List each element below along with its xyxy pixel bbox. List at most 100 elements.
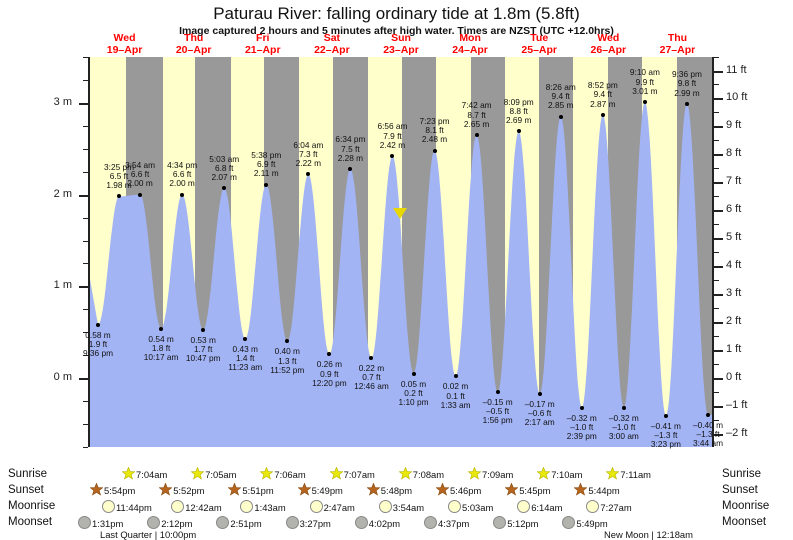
tide-point-meters: –0.17 m xyxy=(524,398,555,409)
tide-point-dot xyxy=(706,412,710,417)
moonset-marker-3: 2:51pm xyxy=(216,516,262,531)
astro-row-label-moonrise-right: Moonrise xyxy=(722,500,770,512)
day-date: 19–Apr xyxy=(106,44,143,56)
sunset-marker-8: 5:44pm xyxy=(573,482,620,498)
tide-point-meters: 2.07 m xyxy=(211,172,237,183)
tide-point-time: 10:47 pm xyxy=(185,352,221,363)
sunrise-marker-2: 7:05am xyxy=(190,466,236,482)
tide-point-labels: 6:56 am 7.9 ft 2.42 m xyxy=(377,122,407,150)
sunrise-marker-1: 7:04am xyxy=(121,466,167,482)
y-tick-right xyxy=(714,98,723,101)
astro-row-label-sunset-right: Sunset xyxy=(722,484,758,496)
sunrise-marker-icon xyxy=(121,466,136,482)
y-tick-left xyxy=(83,332,88,334)
y-tick-right xyxy=(714,224,719,226)
tide-point-time: 3:54 am xyxy=(125,160,156,171)
tide-point-dot xyxy=(411,371,416,376)
sunset-marker-7: 5:45pm xyxy=(504,482,550,498)
astro-row-label-sunrise-left: Sunrise xyxy=(8,468,47,480)
y-label-left: 3 m xyxy=(53,95,72,108)
day-date: 21–Apr xyxy=(244,44,281,56)
y-tick-left xyxy=(83,125,88,127)
tide-point-meters: 0.40 m xyxy=(274,346,300,357)
y-tick-right xyxy=(714,210,723,213)
tide-point-time: 8:52 pm xyxy=(587,80,618,91)
y-tick-left xyxy=(83,263,88,265)
tide-point-dot xyxy=(621,405,626,410)
y-tick-left xyxy=(79,378,88,381)
tide-point-feet: –0.6 ft xyxy=(528,407,552,418)
current-time-marker xyxy=(393,208,407,219)
tide-point-meters: 0.26 m xyxy=(316,359,343,370)
day-weekday: Sun xyxy=(391,32,411,44)
y-tick-left xyxy=(83,240,88,242)
sunset-marker-time: 5:51pm xyxy=(242,485,274,496)
moonset-marker-time: 3:27pm xyxy=(299,518,331,529)
tide-point-meters: 2.42 m xyxy=(379,139,406,150)
tide-point-feet: 1.9 ft xyxy=(88,339,108,350)
tide-point-time: 12:20 pm xyxy=(312,377,347,388)
tide-point-labels: 5:38 pm 6.9 ft 2.11 m xyxy=(251,150,281,179)
moonset-marker-icon xyxy=(354,516,368,531)
sunset-marker-icon xyxy=(89,482,104,498)
tide-point-meters: 2.85 m xyxy=(548,100,574,111)
moonrise-marker-icon xyxy=(378,500,392,515)
y-tick-right xyxy=(714,168,719,170)
y-tick-left xyxy=(83,171,88,173)
y-tick-right xyxy=(714,182,723,185)
y-label-right: 0 ft xyxy=(726,371,742,384)
tide-point-dot xyxy=(306,172,311,177)
sunrise-marker-8: 7:11am xyxy=(605,466,651,482)
astro-row-label-moonrise-left: Moonrise xyxy=(8,500,56,512)
tide-point-labels: 0.54 m 1.8 ft 10:17 am xyxy=(143,334,179,363)
tide-point-feet: 1.8 ft xyxy=(151,342,171,353)
y-tick-right xyxy=(714,378,723,381)
tide-point-dot xyxy=(264,182,269,187)
astro-row-label-sunset-left: Sunset xyxy=(8,484,44,496)
y-tick-left xyxy=(83,401,88,403)
y-tick-right xyxy=(714,126,723,129)
y-tick-right xyxy=(714,266,723,269)
tide-point-dot xyxy=(474,133,479,137)
tide-point-meters: 2.69 m xyxy=(505,115,532,126)
sunset-marker-6: 5:46pm xyxy=(435,482,481,498)
tide-point-time: 2:17 am xyxy=(524,417,555,428)
tide-point-labels: 0.26 m 0.9 ft 12:20 pm xyxy=(312,360,347,388)
tide-point-time: 9:10 am xyxy=(629,67,660,78)
tide-point-labels: 9:36 pm 9.8 ft 2.99 m xyxy=(671,69,702,98)
y-tick-right xyxy=(714,56,719,58)
tide-point-labels: 0.22 m 0.7 ft 12:46 am xyxy=(354,363,389,392)
tide-point-dot xyxy=(222,186,227,191)
tide-point-feet: 9.4 ft xyxy=(593,89,613,100)
tide-point-labels: 4:34 pm 6.6 ft 2.00 m xyxy=(167,160,197,189)
moonrise-marker-4: 2:47am xyxy=(309,500,355,515)
sunset-marker-icon xyxy=(297,482,312,498)
tide-point-feet: –1.0 ft xyxy=(570,421,594,432)
tide-point-meters: 2.87 m xyxy=(590,98,616,109)
tide-point-meters: 0.02 m xyxy=(442,381,469,392)
y-tick-right xyxy=(714,308,719,310)
tide-point-dot xyxy=(558,114,563,119)
tide-point-time: 10:17 am xyxy=(143,352,179,363)
y-label-right: 3 ft xyxy=(726,287,742,300)
moonset-marker-time: 2:51pm xyxy=(230,518,262,529)
tide-point-labels: –0.15 m –0.5 ft 1:56 pm xyxy=(483,397,513,426)
tide-point-labels: 5:03 am 6.8 ft 2.07 m xyxy=(209,153,240,183)
tide-point-dot xyxy=(327,352,332,357)
moonrise-marker-3: 1:43am xyxy=(240,500,286,515)
day-weekday: Sat xyxy=(323,32,341,44)
sunrise-marker-time: 7:10am xyxy=(551,469,583,480)
tide-point-meters: 2.48 m xyxy=(421,134,448,145)
y-label-right: 6 ft xyxy=(726,203,742,216)
moonrise-marker-7: 6:14am xyxy=(517,500,562,515)
tide-point-time: 9:36 pm xyxy=(671,69,702,80)
moonset-marker-time: 5:49pm xyxy=(576,518,608,529)
tide-point-time: 5:03 am xyxy=(209,153,240,164)
tide-point-labels: –0.17 m –0.6 ft 2:17 am xyxy=(524,398,555,428)
tide-point-feet: 1.4 ft xyxy=(236,352,255,363)
tide-plot-area xyxy=(90,57,712,447)
tide-point-feet: 6.8 ft xyxy=(214,162,234,173)
moonset-marker-icon xyxy=(78,516,91,531)
tide-point-meters: –0.40 m xyxy=(693,419,723,430)
tide-point-dot xyxy=(96,322,100,327)
